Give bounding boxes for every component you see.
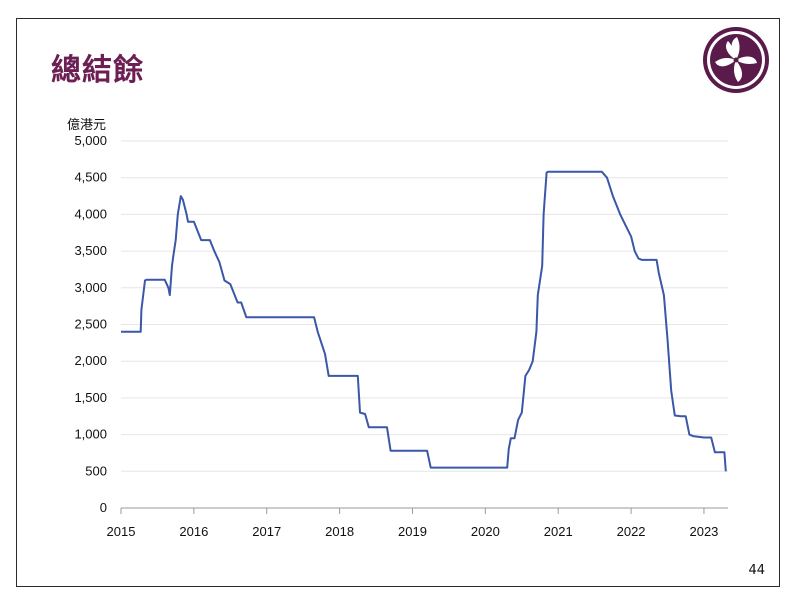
y-tick-label: 1,000: [74, 427, 107, 442]
x-tick-label: 2019: [398, 524, 427, 539]
y-tick-label: 500: [85, 463, 107, 478]
y-axis-unit-label: 億港元: [67, 118, 107, 133]
y-tick-label: 5,000: [74, 133, 107, 148]
page-number: 44: [748, 563, 765, 578]
x-tick-label: 2016: [179, 524, 208, 539]
x-tick-label: 2017: [252, 524, 281, 539]
x-tick-label: 2018: [325, 524, 354, 539]
x-tick-label: 2021: [544, 524, 573, 539]
y-tick-label: 2,500: [74, 317, 107, 332]
y-tick-label: 4,500: [74, 170, 107, 185]
bauhinia-flower-icon: [703, 27, 769, 93]
y-tick-label: 1,500: [74, 390, 107, 405]
y-tick-label: 4,000: [74, 206, 107, 221]
x-tick-label: 2020: [471, 524, 500, 539]
y-tick-label: 0: [100, 500, 107, 515]
slide-title: 總結餘: [51, 53, 144, 88]
x-tick-label: 2022: [617, 524, 646, 539]
slide-frame: 總結餘 億港元 44: [16, 18, 780, 587]
x-tick-label: 2015: [107, 524, 136, 539]
series-line-0: [121, 170, 727, 472]
y-tick-label: 2,000: [74, 353, 107, 368]
y-tick-label: 3,500: [74, 243, 107, 258]
x-tick-label: 2023: [689, 524, 718, 539]
y-tick-label: 3,000: [74, 280, 107, 295]
